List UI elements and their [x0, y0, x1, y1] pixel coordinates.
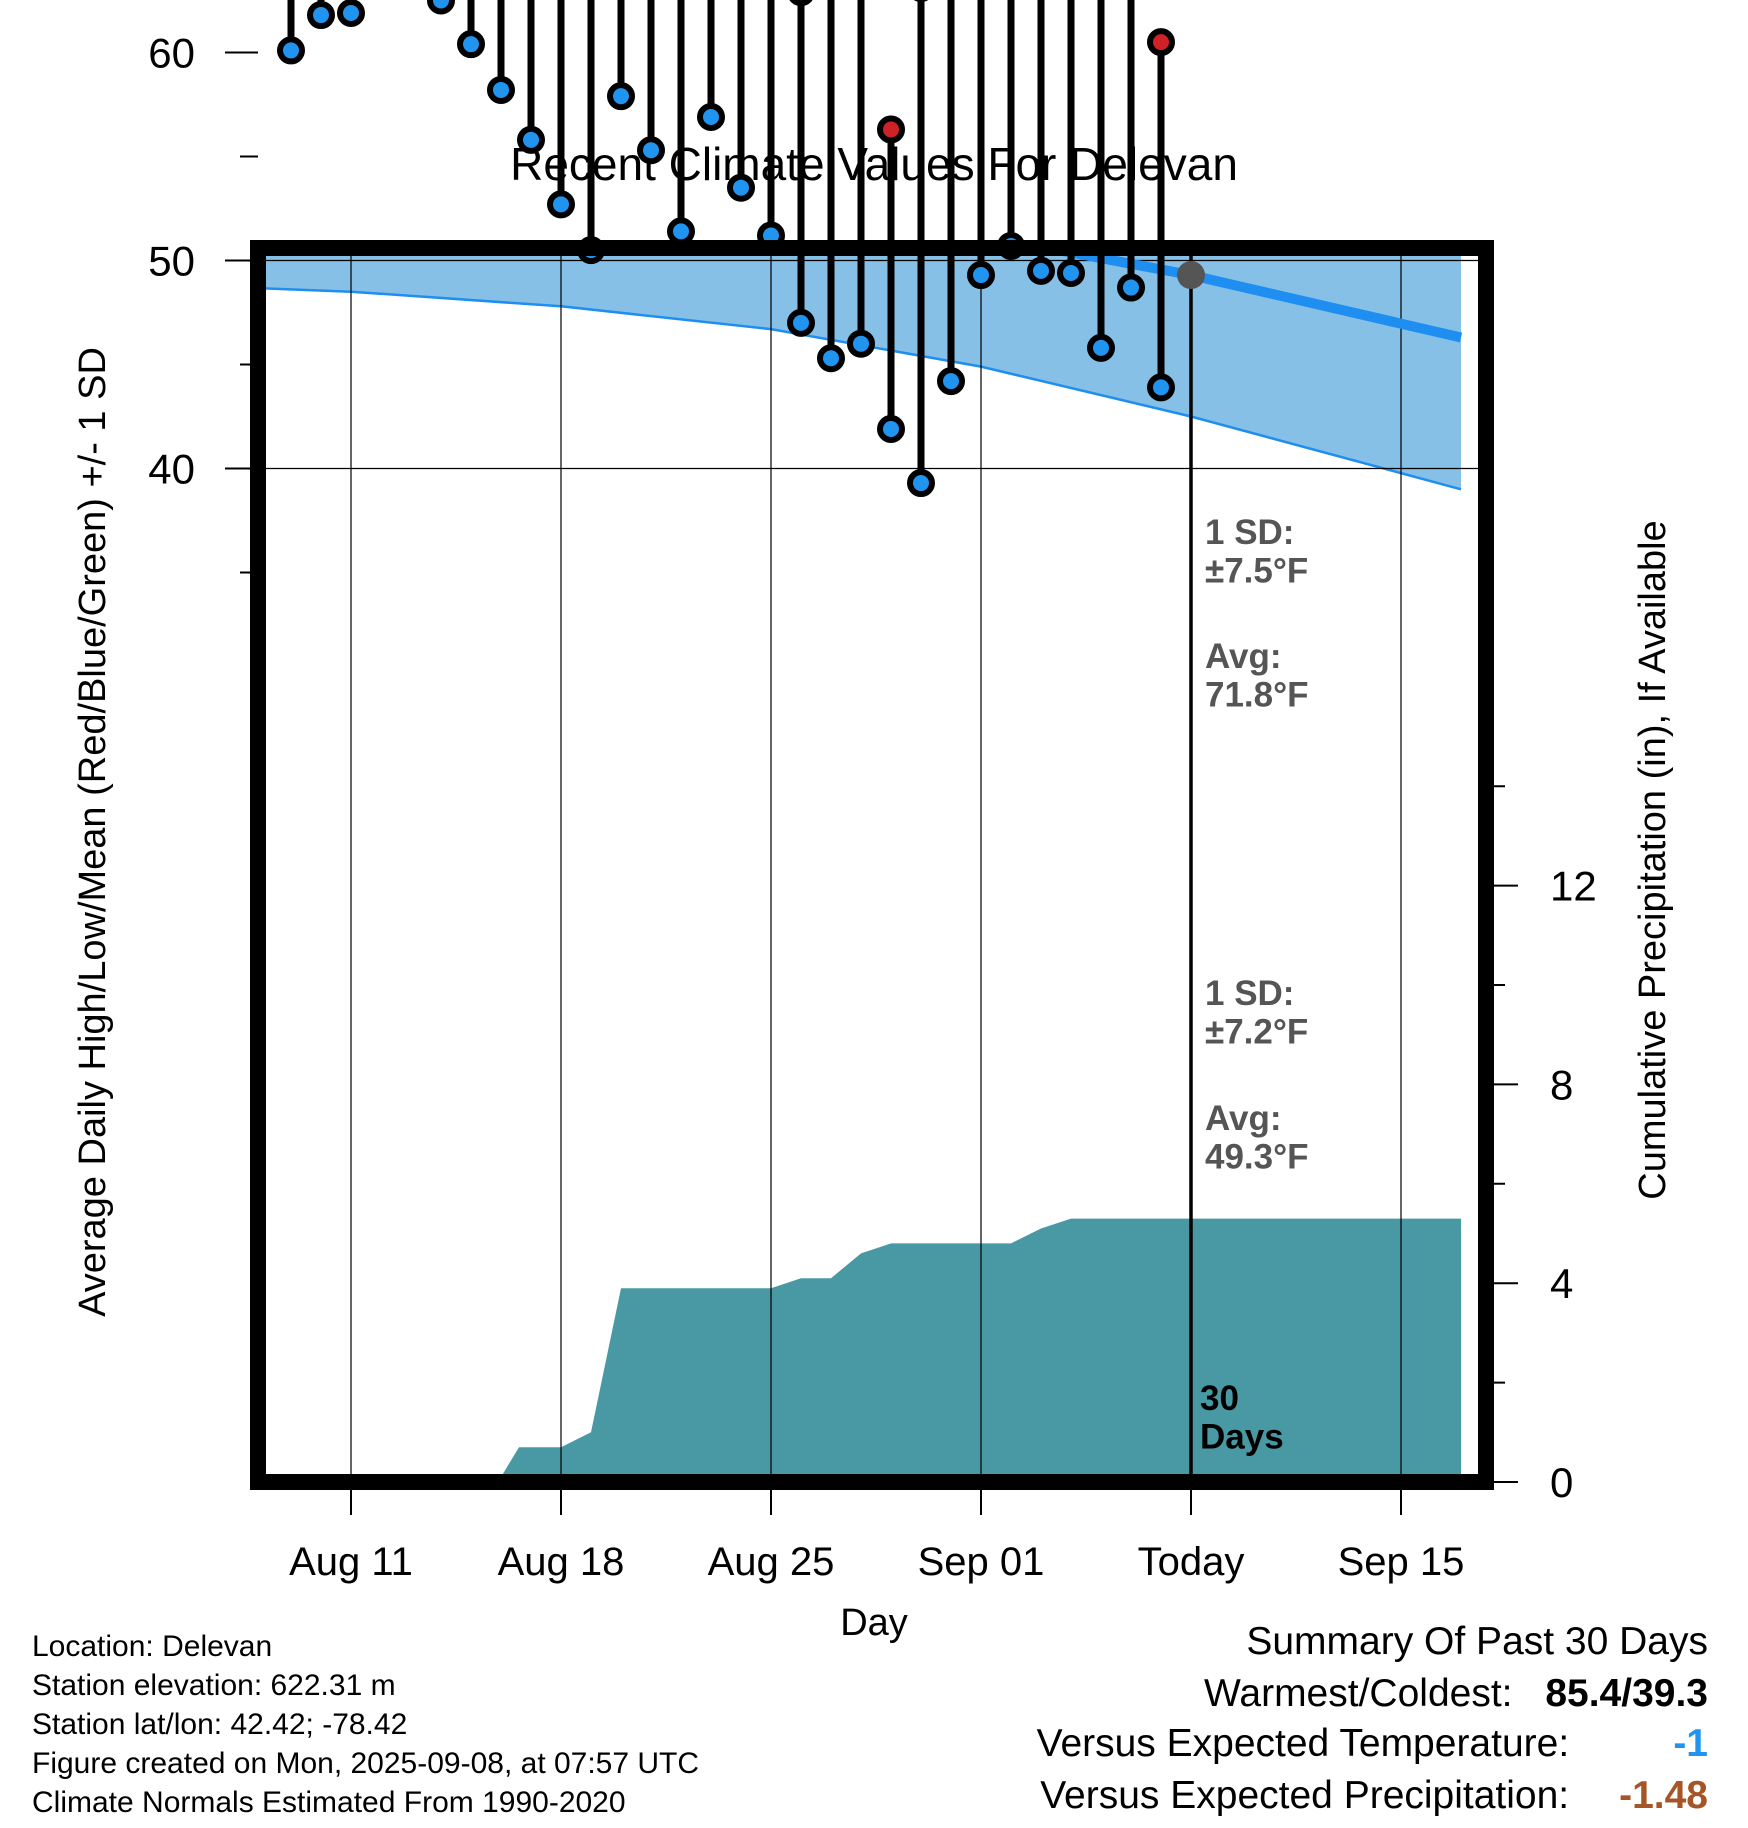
summary-title: Summary Of Past 30 Days	[1246, 1620, 1708, 1663]
info-location: Location: Delevan	[32, 1630, 273, 1663]
daily-low-point	[1027, 256, 1055, 285]
summary-temp-label: Versus Expected Temperature:	[1036, 1722, 1570, 1765]
info-elevation: Station elevation: 622.31 m	[32, 1669, 396, 1702]
summary-warmest-label: Warmest/Coldest:	[1204, 1672, 1513, 1715]
summary-warmest-row: Warmest/Coldest: 85.4/39.3	[1204, 1672, 1708, 1716]
summary-temp-value: -1	[1673, 1722, 1708, 1765]
x-tick-label: Sep 15	[1338, 1540, 1465, 1584]
info-normals: Climate Normals Estimated From 1990-2020	[32, 1786, 626, 1819]
daily-high-point	[1147, 28, 1175, 57]
y-axis-label: Average Daily High/Low/Mean (Red/Blue/Gr…	[72, 347, 114, 1317]
info-created: Figure created on Mon, 2025-09-08, at 07…	[32, 1747, 700, 1780]
daily-low-point	[607, 82, 635, 111]
y-tick-label: 50	[148, 238, 195, 285]
daily-low-point	[817, 344, 845, 373]
x-tick-label: Aug 11	[289, 1540, 413, 1584]
low-sd-band	[258, 248, 1461, 490]
high-sd-band	[240, 0, 1461, 38]
daily-low-point	[1087, 333, 1115, 362]
daily-low-point	[787, 308, 815, 337]
x-axis-label: Day	[840, 1602, 908, 1644]
y2-axis-label: Cumulative Precipitation (in), If Availa…	[1632, 520, 1674, 1199]
y2-tick-label: 0	[1550, 1459, 1573, 1506]
summary-precip-label: Versus Expected Precipitation:	[1040, 1774, 1570, 1817]
daily-high-point	[789, 0, 813, 7]
today-avg-low-marker	[1177, 261, 1205, 290]
daily-low-point	[637, 136, 665, 165]
high-avg-annotation: Avg: 71.8°F	[1205, 637, 1309, 715]
daily-low-point	[727, 173, 755, 202]
y-tick-label: 40	[148, 446, 195, 493]
high-sd-annotation: 1 SD: ±7.5°F	[1205, 513, 1308, 591]
summary-precip-row: Versus Expected Precipitation: -1.48	[1040, 1774, 1708, 1818]
thirty-days-annotation: 30 Days	[1200, 1379, 1284, 1457]
avg-mean-line	[240, 0, 1461, 107]
daily-high-point	[877, 115, 905, 144]
daily-low-point	[877, 414, 905, 443]
daily-low-point	[517, 125, 545, 154]
daily-low-point	[847, 329, 875, 358]
daily-low-point	[277, 36, 305, 65]
y-tick-label: 60	[148, 30, 195, 77]
summary-precip-value: -1.48	[1619, 1774, 1708, 1817]
summary-temp-row: Versus Expected Temperature: -1	[1037, 1722, 1708, 1766]
daily-low-point	[907, 469, 935, 498]
y2-tick-label: 4	[1550, 1260, 1573, 1307]
y2-tick-label: 12	[1550, 863, 1597, 910]
daily-low-point	[1117, 273, 1145, 302]
daily-low-point	[307, 1, 335, 30]
daily-low-point	[427, 0, 455, 15]
daily-low-point	[1057, 258, 1085, 287]
y2-tick-label: 8	[1550, 1061, 1573, 1108]
daily-low-point	[457, 30, 485, 59]
plot-frame	[250, 240, 1494, 1490]
daily-low-point	[937, 367, 965, 396]
daily-low-point	[667, 217, 695, 246]
daily-low-point	[337, 0, 365, 27]
summary-warmest-value: 85.4/39.3	[1545, 1672, 1708, 1715]
x-tick-label: Today	[1138, 1540, 1245, 1584]
daily-low-point	[547, 190, 575, 219]
daily-low-point	[697, 102, 725, 131]
x-tick-label: Sep 01	[918, 1540, 1045, 1584]
low-avg-annotation: Avg: 49.3°F	[1205, 1099, 1309, 1177]
precip-area	[258, 1218, 1461, 1482]
x-tick-label: Aug 25	[708, 1540, 835, 1584]
info-latlon: Station lat/lon: 42.42; -78.42	[32, 1708, 408, 1741]
low-sd-annotation: 1 SD: ±7.2°F	[1205, 974, 1308, 1052]
x-tick-label: Aug 18	[498, 1540, 625, 1584]
daily-low-point	[1147, 373, 1175, 402]
high-sd-lower-edge	[240, 0, 1461, 38]
daily-low-point	[487, 75, 515, 104]
chart-title: Recent Climate Values For Delevan	[510, 138, 1238, 190]
daily-low-point	[967, 261, 995, 290]
